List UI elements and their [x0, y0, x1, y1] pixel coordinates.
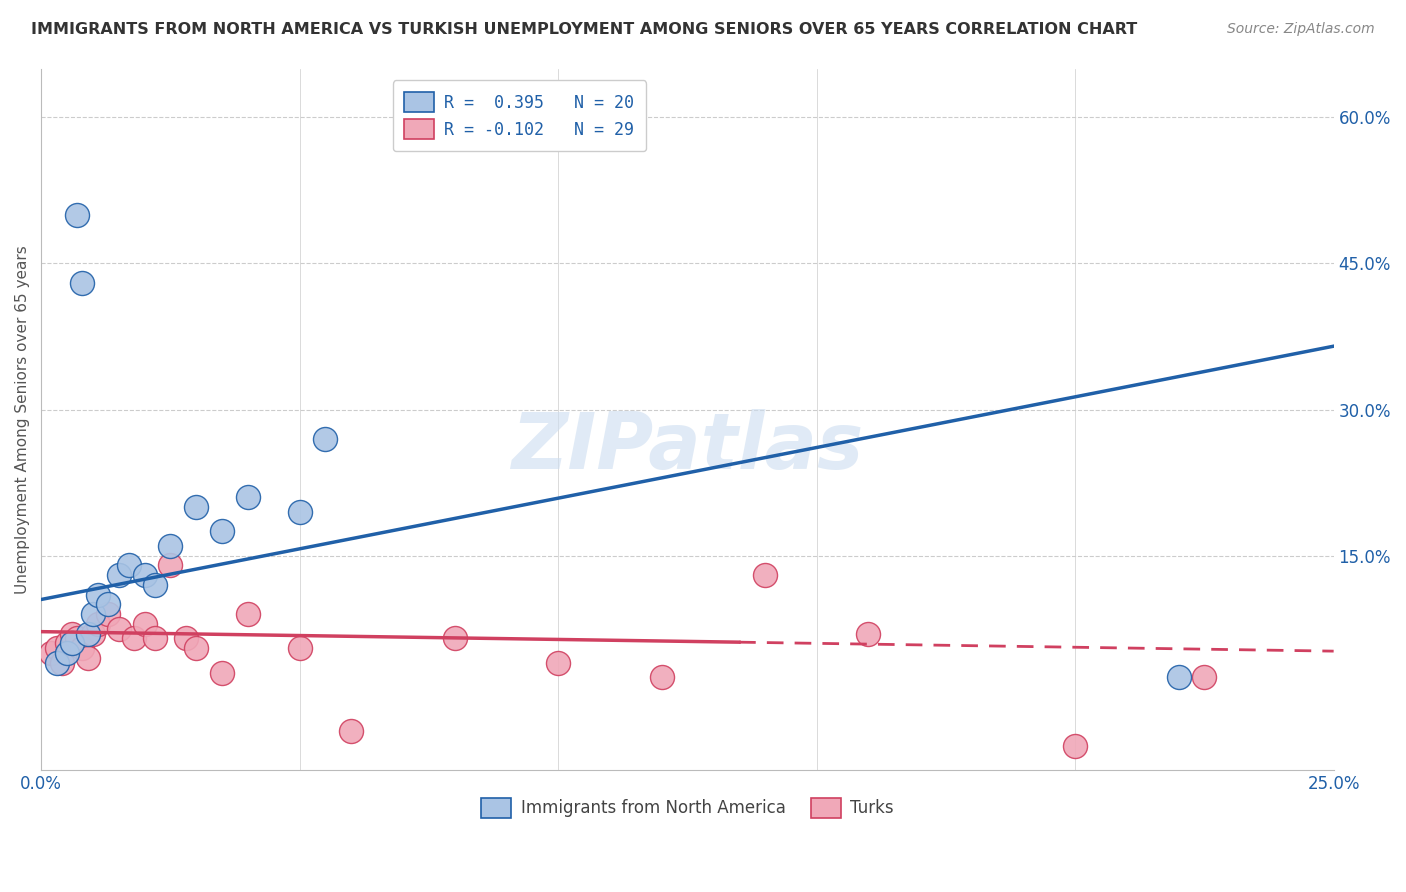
- Point: [288, 505, 311, 519]
- Point: [443, 632, 465, 646]
- Point: [82, 607, 104, 621]
- Point: [76, 651, 98, 665]
- Point: [1167, 670, 1189, 684]
- Point: [41, 646, 63, 660]
- Point: [56, 646, 79, 660]
- Point: [72, 276, 94, 290]
- Point: [56, 636, 79, 650]
- Point: [1194, 670, 1216, 684]
- Point: [186, 500, 208, 514]
- Point: [60, 626, 83, 640]
- Point: [314, 432, 336, 446]
- Point: [288, 641, 311, 656]
- Point: [107, 568, 129, 582]
- Point: [45, 656, 67, 670]
- Point: [122, 632, 145, 646]
- Point: [107, 622, 129, 636]
- Point: [159, 539, 181, 553]
- Point: [236, 607, 259, 621]
- Text: ZIPatlas: ZIPatlas: [512, 409, 863, 485]
- Point: [651, 670, 673, 684]
- Point: [51, 656, 73, 670]
- Text: IMMIGRANTS FROM NORTH AMERICA VS TURKISH UNEMPLOYMENT AMONG SENIORS OVER 65 YEAR: IMMIGRANTS FROM NORTH AMERICA VS TURKISH…: [31, 22, 1137, 37]
- Point: [76, 626, 98, 640]
- Point: [134, 616, 156, 631]
- Point: [66, 632, 89, 646]
- Point: [87, 616, 110, 631]
- Legend: Immigrants from North America, Turks: Immigrants from North America, Turks: [474, 791, 901, 825]
- Point: [159, 558, 181, 573]
- Point: [118, 558, 141, 573]
- Point: [236, 490, 259, 504]
- Point: [60, 636, 83, 650]
- Point: [87, 588, 110, 602]
- Point: [66, 208, 89, 222]
- Point: [97, 607, 120, 621]
- Point: [134, 568, 156, 582]
- Point: [1064, 739, 1087, 753]
- Point: [72, 641, 94, 656]
- Point: [45, 641, 67, 656]
- Point: [97, 598, 120, 612]
- Point: [754, 568, 776, 582]
- Point: [858, 626, 880, 640]
- Point: [547, 656, 569, 670]
- Text: Source: ZipAtlas.com: Source: ZipAtlas.com: [1227, 22, 1375, 37]
- Point: [340, 724, 363, 739]
- Y-axis label: Unemployment Among Seniors over 65 years: Unemployment Among Seniors over 65 years: [15, 245, 30, 594]
- Point: [174, 632, 197, 646]
- Point: [211, 524, 233, 539]
- Point: [143, 632, 166, 646]
- Point: [143, 578, 166, 592]
- Point: [186, 641, 208, 656]
- Point: [82, 626, 104, 640]
- Point: [211, 665, 233, 680]
